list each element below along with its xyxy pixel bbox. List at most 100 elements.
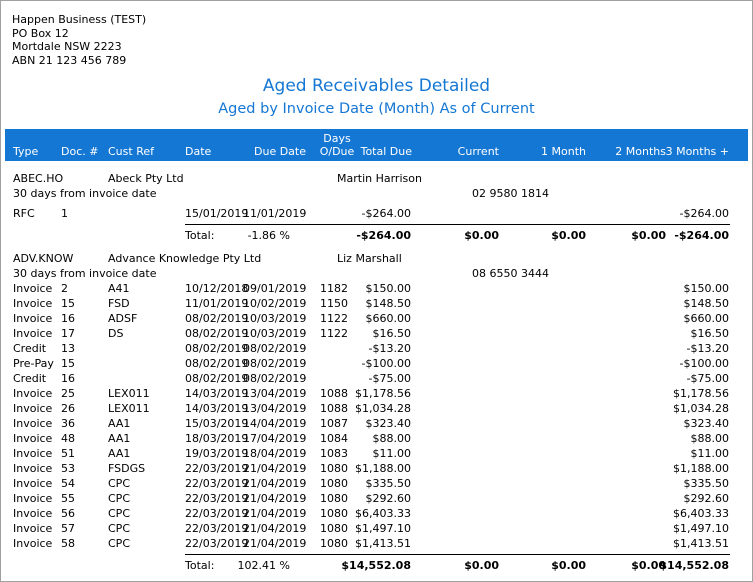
col-2-months: 2 Months [615,145,666,158]
company-address-line-1: PO Box 12 [12,26,69,40]
row-total-due: -$13.20 [368,342,411,355]
row-total-due: $11.00 [372,447,412,460]
row-type: Invoice [13,507,53,520]
row-due-date: 21/04/2019 [243,462,307,475]
row-days-overdue: 1080 [320,537,348,550]
row-days-overdue: 1150 [320,297,348,310]
row-date: 22/03/2019 [185,522,249,535]
row-doc-number: 15 [61,297,75,310]
total-2-months: $0.00 [631,559,666,572]
row-due-date: 18/04/2019 [243,447,307,460]
row-days-overdue: 1080 [320,492,348,505]
row-due-date: 09/01/2019 [243,282,307,295]
customer-contact: Liz Marshall [337,252,402,265]
row-due-date: 08/02/2019 [243,372,307,385]
row-due-date: 21/04/2019 [243,477,307,490]
row-type: Credit [13,342,47,355]
row-days-overdue: 1080 [320,522,348,535]
row-total-due: $323.40 [365,417,412,430]
customer-terms-row: 30 days from invoice date 02 9580 1814 [0,186,753,201]
row-type: Invoice [13,312,53,325]
table-row: Invoice 54 CPC 22/03/2019 21/04/2019 1080 $335… [0,476,753,491]
table-row: Invoice 16 ADSF 08/02/2019 10/03/2019 1122 $66… [0,311,753,326]
company-abn: ABN 21 123 456 789 [12,53,127,67]
row-doc-number: 16 [61,312,75,325]
row-total-due: $16.50 [372,327,412,340]
row-cust-ref: FSDGS [108,462,146,475]
row-type: Pre-Pay [13,357,54,370]
row-doc-number: 17 [61,327,75,340]
row-type: Invoice [13,522,53,535]
row-date: 11/01/2019 [185,297,249,310]
row-doc-number: 53 [61,462,75,475]
row-type: Invoice [13,447,53,460]
row-3-months-plus: $150.00 [683,282,730,295]
total-current: $0.00 [464,559,499,572]
row-3-months-plus: $1,034.28 [673,402,729,415]
table-row: Invoice 36 AA1 15/03/2019 14/04/2019 1087 $323… [0,416,753,431]
row-total-due: $660.00 [365,312,412,325]
customer-header-row: ADV.KNOW Advance Knowledge Pty Ltd Liz Mar… [0,251,753,266]
row-doc-number: 55 [61,492,75,505]
table-row: Invoice 51 AA1 19/03/2019 18/04/2019 1083 $11.… [0,446,753,461]
customer-total-row: Total: -1.86 % -$264.00 $0.00 $0.00 $0.00 -$26… [0,228,753,243]
row-cust-ref: AA1 [108,447,131,460]
company-address-line-2: Mortdale NSW 2223 [12,40,122,53]
total-label: Total: [185,229,215,242]
row-date: 19/03/2019 [185,447,249,460]
customer-header-row: ABEC.HO Abeck Pty Ltd Martin Harrison [0,171,753,186]
table-row: Invoice 25 LEX011 14/03/2019 13/04/2019 1088 $… [0,386,753,401]
total-3-months-plus: $14,552.08 [659,559,729,572]
company-block: Happen Business (TEST) PO Box 12 Mortdal… [12,13,146,67]
row-date: 08/02/2019 [185,372,249,385]
col-current: Current [457,145,499,158]
row-3-months-plus: -$13.20 [686,342,729,355]
row-doc-number: 13 [61,342,75,355]
row-date: 08/02/2019 [185,312,249,325]
col-days-overdue-line-2: O/Due [319,145,355,158]
row-doc-number: 54 [61,477,75,490]
row-date: 15/03/2019 [185,417,249,430]
row-3-months-plus: $1,497.10 [673,522,729,535]
row-type: RFC [13,207,35,220]
row-total-due: $1,034.28 [355,402,411,415]
row-total-due: $292.60 [365,492,412,505]
row-type: Invoice [13,297,53,310]
row-days-overdue: 1080 [320,477,348,490]
table-row: Invoice 53 FSDGS 22/03/2019 21/04/2019 1080 $1… [0,461,753,476]
row-total-due: $1,413.51 [355,537,411,550]
row-cust-ref: FSD [108,297,130,310]
row-3-months-plus: $660.00 [683,312,730,325]
row-total-due: $6,403.33 [355,507,411,520]
table-row: Invoice 15 FSD 11/01/2019 10/02/2019 1150 $148… [0,296,753,311]
subtotal-rule [185,554,730,555]
row-doc-number: 51 [61,447,75,460]
customer-phone: 08 6550 3444 [472,267,549,280]
report-subtitle: Aged by Invoice Date (Month) As of Curre… [218,101,535,117]
row-total-due: $1,497.10 [355,522,411,535]
row-date: 10/12/2018 [185,282,249,295]
customer-contact: Martin Harrison [337,172,422,185]
row-cust-ref: A41 [108,282,130,295]
row-type: Credit [13,372,47,385]
customer-terms: 30 days from invoice date [13,267,157,280]
row-3-months-plus: $16.50 [690,327,730,340]
row-due-date: 17/04/2019 [243,432,307,445]
row-date: 14/03/2019 [185,387,249,400]
row-due-date: 08/02/2019 [243,342,307,355]
row-total-due: $150.00 [365,282,412,295]
row-date: 22/03/2019 [185,477,249,490]
row-days-overdue: 1088 [320,387,348,400]
total-due-sum: -$264.00 [356,229,411,242]
col-days-overdue-line-1: Days [323,132,351,145]
row-cust-ref: ADSF [108,312,138,325]
total-current: $0.00 [464,229,499,242]
row-days-overdue: 1182 [320,282,348,295]
row-cust-ref: CPC [108,522,130,535]
table-row: RFC 1 15/01/2019 11/01/2019 -$264.00 -$264.00 [0,206,753,221]
row-due-date: 10/02/2019 [243,297,307,310]
row-days-overdue: 1122 [320,327,348,340]
row-3-months-plus: $292.60 [683,492,730,505]
row-total-due: $1,188.00 [355,462,411,475]
row-3-months-plus: $323.40 [683,417,730,430]
